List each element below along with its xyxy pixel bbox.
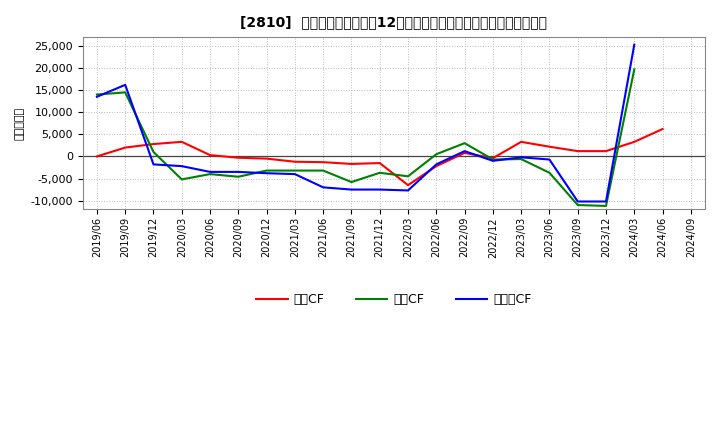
営業CF	[206, 152, 215, 158]
フリーCF	[517, 155, 526, 160]
営業CF	[545, 144, 554, 149]
投資CF	[375, 170, 384, 176]
フリーCF	[404, 188, 413, 193]
Line: 投資CF: 投資CF	[97, 70, 634, 206]
営業CF	[573, 148, 582, 154]
営業CF	[630, 139, 639, 144]
営業CF	[432, 164, 441, 169]
フリーCF	[573, 199, 582, 204]
投資CF	[460, 140, 469, 146]
投資CF	[404, 174, 413, 179]
投資CF	[602, 203, 611, 209]
投資CF	[234, 174, 243, 180]
営業CF	[375, 161, 384, 166]
投資CF	[121, 90, 130, 95]
営業CF	[517, 139, 526, 144]
営業CF	[121, 145, 130, 150]
投資CF	[149, 149, 158, 154]
フリーCF	[262, 171, 271, 176]
フリーCF	[234, 169, 243, 175]
Line: 営業CF: 営業CF	[97, 129, 662, 185]
営業CF	[93, 154, 102, 159]
フリーCF	[630, 42, 639, 47]
フリーCF	[149, 162, 158, 167]
営業CF	[234, 155, 243, 161]
投資CF	[347, 180, 356, 185]
営業CF	[404, 183, 413, 188]
営業CF	[319, 160, 328, 165]
フリーCF	[432, 162, 441, 167]
営業CF	[489, 156, 498, 161]
フリーCF	[460, 148, 469, 154]
投資CF	[573, 202, 582, 208]
フリーCF	[291, 172, 300, 177]
フリーCF	[347, 187, 356, 192]
営業CF	[177, 139, 186, 144]
営業CF	[149, 141, 158, 147]
営業CF	[291, 159, 300, 165]
投資CF	[545, 170, 554, 176]
フリーCF	[602, 199, 611, 204]
フリーCF	[489, 158, 498, 164]
Title: [2810]  キャッシュフローの12か月移動合計の対前年同期増減額の推移: [2810] キャッシュフローの12か月移動合計の対前年同期増減額の推移	[240, 15, 547, 29]
フリーCF	[545, 157, 554, 162]
フリーCF	[375, 187, 384, 192]
Y-axis label: （百万円）: （百万円）	[15, 107, 25, 140]
投資CF	[319, 168, 328, 173]
投資CF	[206, 172, 215, 177]
Line: フリーCF: フリーCF	[97, 44, 634, 202]
営業CF	[602, 148, 611, 154]
営業CF	[460, 150, 469, 155]
フリーCF	[93, 94, 102, 99]
投資CF	[630, 67, 639, 72]
営業CF	[347, 161, 356, 167]
投資CF	[432, 151, 441, 157]
投資CF	[291, 168, 300, 173]
投資CF	[177, 177, 186, 182]
フリーCF	[206, 169, 215, 175]
フリーCF	[121, 82, 130, 88]
投資CF	[262, 168, 271, 173]
Legend: 営業CF, 投資CF, フリーCF: 営業CF, 投資CF, フリーCF	[251, 288, 536, 311]
投資CF	[93, 92, 102, 97]
営業CF	[262, 156, 271, 161]
投資CF	[489, 157, 498, 162]
営業CF	[658, 126, 667, 132]
投資CF	[517, 157, 526, 162]
フリーCF	[177, 164, 186, 169]
フリーCF	[319, 185, 328, 190]
